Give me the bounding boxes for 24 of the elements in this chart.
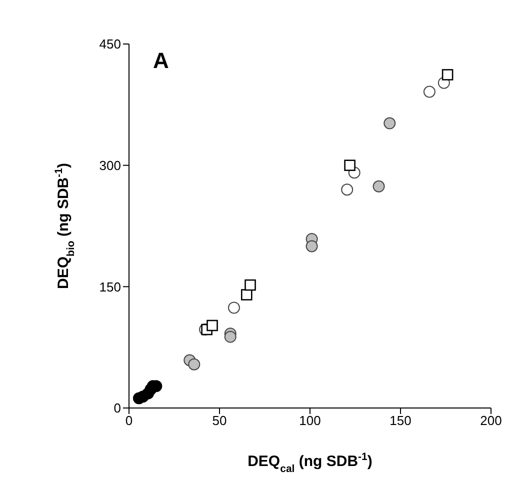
point [442, 69, 454, 80]
point [206, 320, 218, 332]
x-tick-label: 100 [299, 413, 321, 428]
point [384, 117, 396, 130]
x-tick-label: 0 [125, 413, 133, 428]
point [344, 160, 356, 171]
point [241, 289, 252, 300]
y-tick-label: 0 [114, 400, 121, 416]
point [306, 240, 318, 252]
point [341, 184, 354, 196]
annotation: A [153, 48, 169, 74]
y-tick-label: 300 [99, 158, 121, 173]
y-tick-label: 450 [99, 36, 121, 52]
x-axis-title: DEQ$_{cal}$ (ng SDB$^{-1}$) [248, 451, 372, 475]
point [224, 330, 236, 343]
point [228, 302, 240, 314]
point [188, 358, 200, 370]
point [423, 86, 436, 98]
point [244, 279, 256, 291]
x-tick-label: 50 [212, 413, 227, 428]
y-tick-label: 150 [99, 279, 121, 294]
point [372, 180, 385, 192]
x-tick-label: 150 [390, 413, 412, 428]
x-tick-label: 200 [480, 413, 502, 428]
